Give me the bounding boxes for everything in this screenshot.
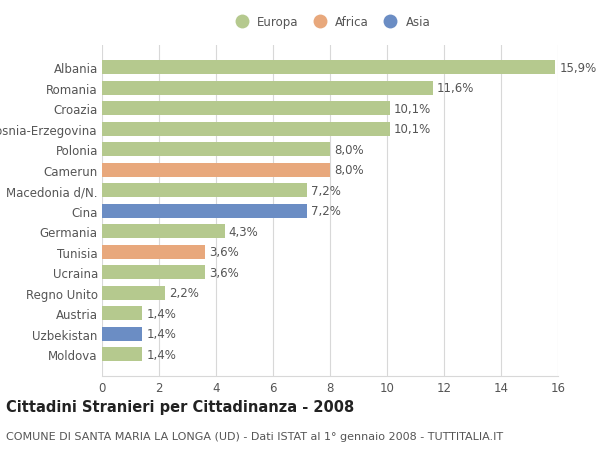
- Bar: [102, 81, 433, 95]
- Legend: Europa, Africa, Asia: Europa, Africa, Asia: [226, 12, 434, 32]
- Text: 7,2%: 7,2%: [311, 184, 341, 197]
- Text: 15,9%: 15,9%: [559, 62, 596, 74]
- Bar: [102, 245, 205, 259]
- Bar: [102, 122, 390, 136]
- Text: 1,4%: 1,4%: [146, 307, 176, 320]
- Bar: [102, 347, 142, 361]
- Bar: [102, 143, 330, 157]
- Text: 3,6%: 3,6%: [209, 266, 239, 279]
- Bar: [102, 102, 390, 116]
- Text: Cittadini Stranieri per Cittadinanza - 2008: Cittadini Stranieri per Cittadinanza - 2…: [6, 399, 354, 414]
- Bar: [102, 61, 555, 75]
- Bar: [102, 184, 307, 198]
- Bar: [102, 286, 164, 300]
- Text: 1,4%: 1,4%: [146, 348, 176, 361]
- Text: 10,1%: 10,1%: [394, 123, 431, 136]
- Text: COMUNE DI SANTA MARIA LA LONGA (UD) - Dati ISTAT al 1° gennaio 2008 - TUTTITALIA: COMUNE DI SANTA MARIA LA LONGA (UD) - Da…: [6, 431, 503, 442]
- Text: 11,6%: 11,6%: [437, 82, 474, 95]
- Bar: [102, 307, 142, 320]
- Text: 2,2%: 2,2%: [169, 286, 199, 299]
- Bar: [102, 224, 224, 239]
- Bar: [102, 327, 142, 341]
- Text: 1,4%: 1,4%: [146, 327, 176, 341]
- Text: 4,3%: 4,3%: [229, 225, 259, 238]
- Bar: [102, 266, 205, 280]
- Bar: [102, 204, 307, 218]
- Bar: [102, 163, 330, 177]
- Text: 8,0%: 8,0%: [334, 164, 364, 177]
- Text: 8,0%: 8,0%: [334, 143, 364, 156]
- Text: 7,2%: 7,2%: [311, 205, 341, 218]
- Text: 3,6%: 3,6%: [209, 246, 239, 258]
- Text: 10,1%: 10,1%: [394, 102, 431, 115]
